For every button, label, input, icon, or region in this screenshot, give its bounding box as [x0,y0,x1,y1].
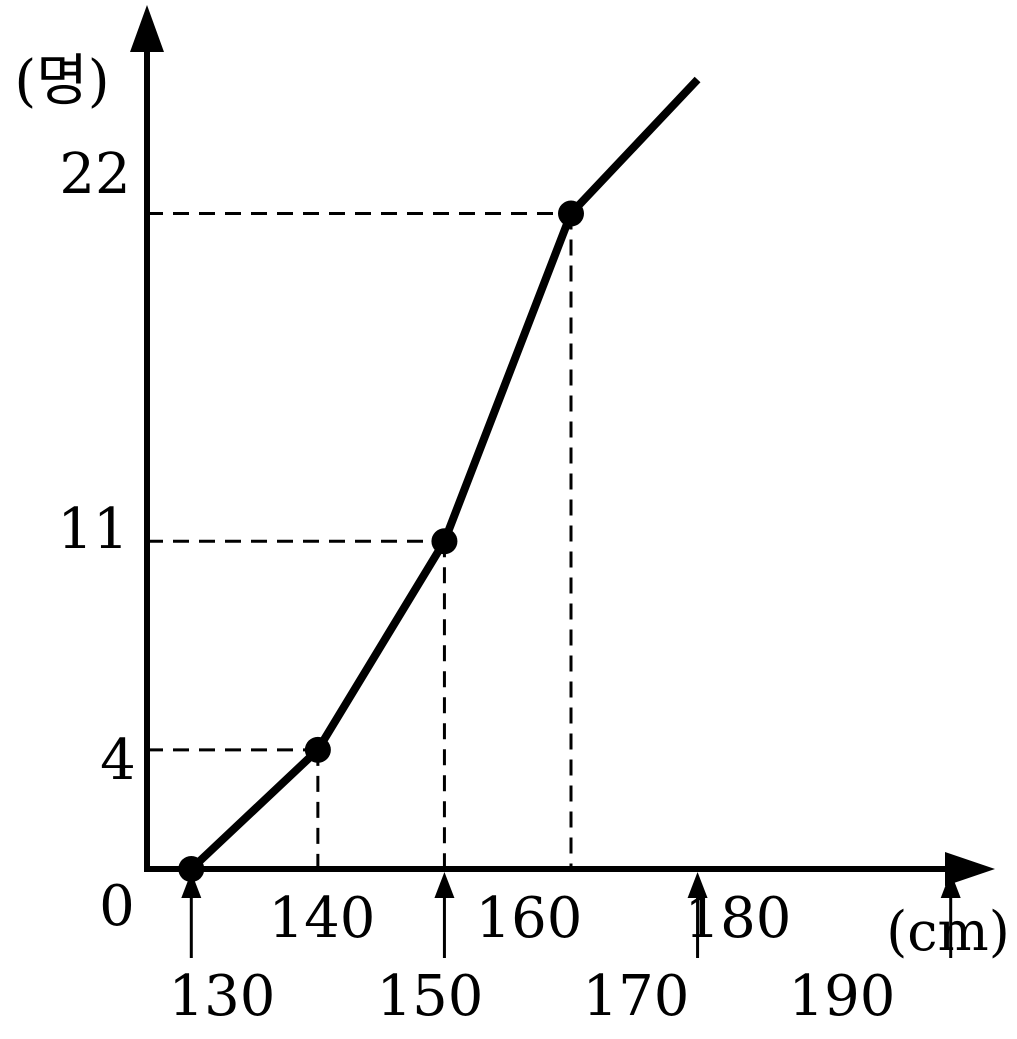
x-tick-label: 170 [583,964,690,1029]
x-tick-label: 150 [377,964,484,1029]
guide-lines [147,212,573,869]
y-tick-label: 11 [57,497,128,562]
data-point [431,528,458,555]
up-arrow-head [940,872,961,898]
up-arrow-head [687,872,708,898]
x-axis-arrowhead [945,852,995,886]
x-tick-label: 130 [169,964,276,1029]
y-tick-label: 4 [100,728,136,793]
x-arrow-marks [181,872,961,958]
data-point [178,856,205,882]
x-tick-label: 140 [269,886,376,951]
origin-label: 0 [99,874,135,939]
y-tick-label: 22 [59,142,130,207]
data-point [304,736,331,763]
x-tick-label: 160 [476,886,583,951]
series-layer [178,76,701,882]
up-arrow-head [181,872,202,898]
data-point [558,200,584,227]
x-tick-label: 190 [789,964,896,1029]
y-axis-arrowhead [130,5,164,52]
x-axis-label: (cm) [886,900,1010,963]
up-arrow-head [434,872,455,898]
y-axis-label: (명) [14,49,109,114]
